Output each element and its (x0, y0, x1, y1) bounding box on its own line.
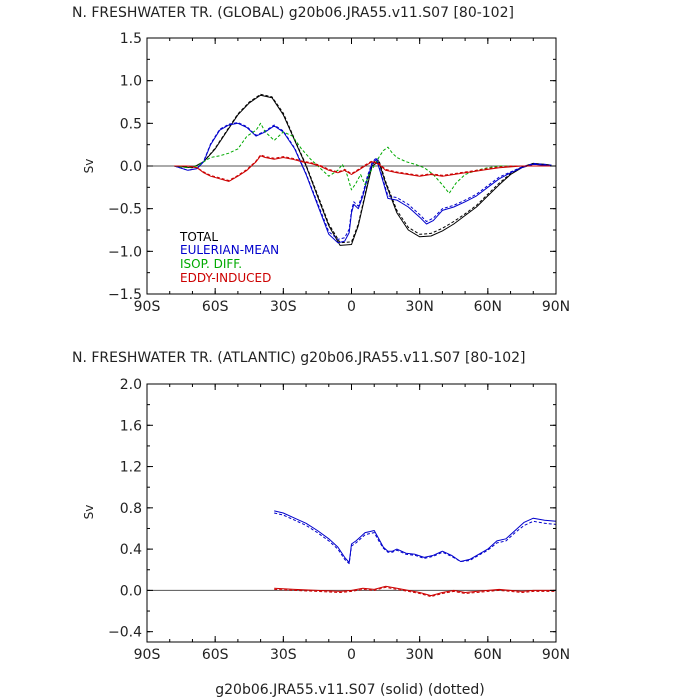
legend-total: TOTAL (179, 230, 218, 244)
chart-global: N. FRESHWATER TR. (GLOBAL) g20b06.JRA55.… (72, 5, 570, 315)
series-eulerian-solid (274, 510, 557, 563)
x-tick-label: 60N (474, 647, 502, 663)
y-tick-label: −1.5 (108, 287, 142, 303)
legend-eddy: EDDY-INDUCED (180, 271, 271, 285)
series-eulerian-dotted (274, 512, 557, 565)
x-tick-label: 90N (542, 299, 570, 315)
x-tick-label: 90S (134, 299, 161, 315)
y-axis-label-atlantic: Sv (82, 505, 96, 520)
legend-global: TOTAL EULERIAN-MEAN ISOP. DIFF. EDDY-IND… (179, 230, 279, 285)
x-tick-label: 60S (202, 299, 229, 315)
x-tick-label: 30N (406, 299, 434, 315)
legend-eulerian: EULERIAN-MEAN (180, 243, 279, 257)
x-tick-label: 30S (270, 299, 297, 315)
y-tick-label: 0.0 (120, 583, 142, 599)
plot-frame (146, 383, 557, 643)
x-tick-label: 0 (347, 647, 356, 663)
series-eddy-solid (174, 155, 552, 182)
x-tick-label: 0 (347, 299, 356, 315)
legend-isop: ISOP. DIFF. (180, 257, 242, 271)
y-tick-label: −1.0 (108, 244, 142, 260)
y-tick-label: 0.8 (120, 501, 142, 517)
x-tick-label: 90N (542, 647, 570, 663)
x-tick-label: 60S (202, 647, 229, 663)
y-tick-label: 1.5 (120, 31, 142, 47)
footer-caption: g20b06.JRA55.v11.S07 (solid) (dotted) (215, 682, 484, 698)
chart-title-atlantic: N. FRESHWATER TR. (ATLANTIC) g20b06.JRA5… (72, 350, 525, 366)
y-axis-label-global: Sv (82, 159, 96, 174)
y-tick-label: 0.4 (120, 542, 142, 558)
x-tick-label: 60N (474, 299, 502, 315)
y-tick-label: 1.0 (120, 74, 142, 90)
y-tick-label: −0.4 (108, 625, 142, 641)
chart-title-global: N. FRESHWATER TR. (GLOBAL) g20b06.JRA55.… (72, 5, 514, 21)
series-isop-dotted (174, 122, 552, 194)
series-eddy-solid (274, 585, 556, 597)
series-total-solid (174, 94, 552, 246)
series-eddy-dotted (174, 154, 552, 181)
series-eulerian-dotted (174, 122, 552, 240)
x-tick-label: 30S (270, 647, 297, 663)
series-eddy-dotted (274, 586, 556, 598)
y-tick-label: 0.5 (120, 116, 142, 132)
series-eulerian-solid (174, 122, 552, 244)
y-tick-label: 2.0 (120, 377, 142, 393)
chart-atlantic: N. FRESHWATER TR. (ATLANTIC) g20b06.JRA5… (72, 350, 570, 663)
y-tick-label: 1.6 (120, 418, 142, 434)
x-tick-label: 30N (406, 647, 434, 663)
y-tick-label: 1.2 (120, 460, 142, 476)
y-tick-label: 0.0 (120, 159, 142, 175)
x-tick-label: 90S (134, 647, 161, 663)
y-tick-label: −0.5 (108, 202, 142, 218)
